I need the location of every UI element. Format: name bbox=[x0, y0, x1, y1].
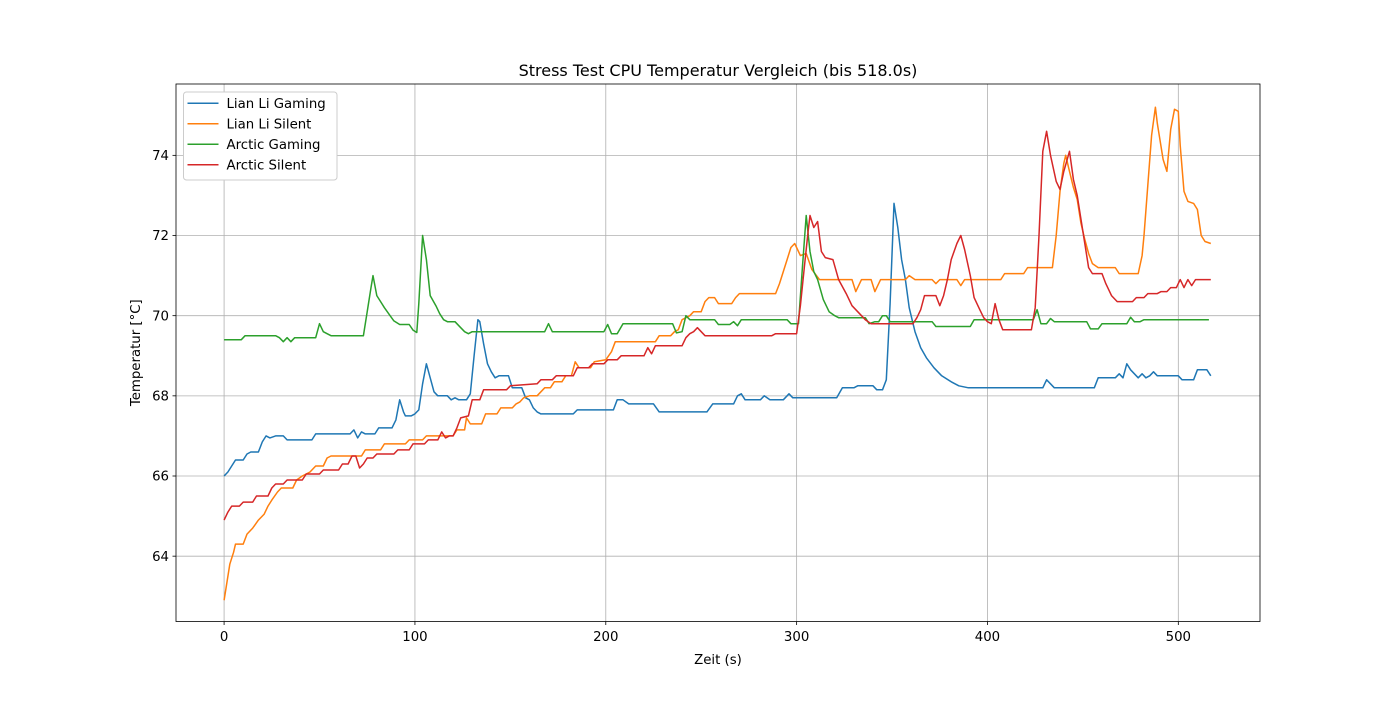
y-tick-label: 70 bbox=[152, 309, 169, 324]
series-line-arctic-gaming bbox=[224, 214, 1209, 343]
series-line-arctic-silent bbox=[223, 130, 1211, 521]
tick-layer: 0 100 200 300 400 500 64 66 68 70 72 74 bbox=[152, 149, 1191, 645]
series-line-lian-li-gaming bbox=[223, 202, 1212, 477]
y-axis-label: Temperatur [°C] bbox=[129, 299, 144, 407]
x-tick-label: 500 bbox=[1166, 630, 1191, 645]
series-line-lian-li-silent bbox=[223, 106, 1212, 601]
legend-label-arctic-gaming: Arctic Gaming bbox=[227, 138, 321, 153]
y-tick-label: 74 bbox=[152, 149, 169, 164]
y-tick-label: 68 bbox=[152, 390, 169, 405]
x-tick-label: 400 bbox=[975, 630, 1000, 645]
y-tick-label: 72 bbox=[152, 229, 169, 244]
y-tick-label: 66 bbox=[152, 470, 169, 485]
legend-box bbox=[183, 91, 338, 181]
legend-label-arctic-silent: Arctic Silent bbox=[227, 159, 307, 174]
chart-title: Stress Test CPU Temperatur Vergleich (bi… bbox=[519, 61, 918, 80]
legend-label-lian-li-silent: Lian Li Silent bbox=[227, 118, 312, 133]
legend: Lian Li Gaming Lian Li Silent Arctic Gamin… bbox=[183, 91, 338, 181]
x-tick-label: 300 bbox=[784, 630, 809, 645]
x-tick-label: 200 bbox=[593, 630, 618, 645]
y-tick-label: 64 bbox=[152, 550, 169, 565]
plot-border bbox=[175, 83, 1261, 622]
legend-label-lian-li-gaming: Lian Li Gaming bbox=[227, 97, 326, 112]
x-axis-label: Zeit (s) bbox=[694, 653, 742, 668]
grid-layer bbox=[176, 84, 1260, 622]
series-layer bbox=[223, 106, 1212, 601]
x-tick-label: 100 bbox=[402, 630, 427, 645]
x-tick-label: 0 bbox=[220, 630, 228, 645]
